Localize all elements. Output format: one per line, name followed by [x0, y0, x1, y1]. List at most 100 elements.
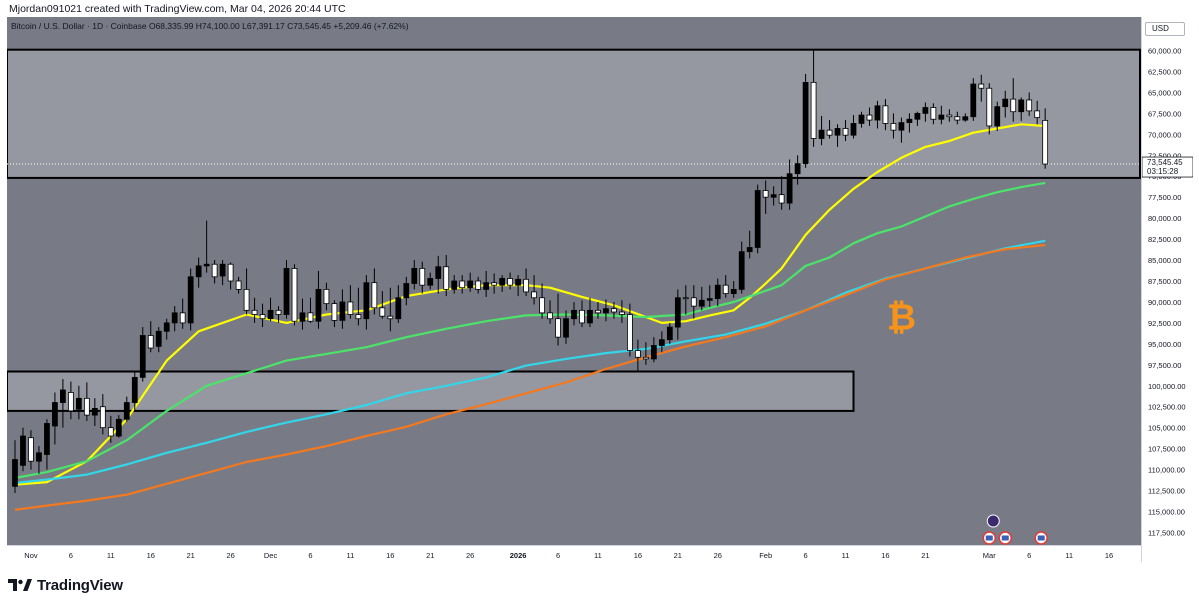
candle-body	[363, 282, 370, 320]
candle-body	[139, 335, 146, 378]
candle	[163, 318, 170, 340]
candle	[315, 270, 322, 329]
candle	[323, 282, 330, 311]
candle	[12, 440, 18, 494]
price-tick: 62,500.00	[1148, 67, 1181, 76]
candle-body	[571, 309, 577, 320]
candle-body	[227, 263, 234, 282]
candle-body	[1002, 98, 1009, 108]
candle-body	[786, 173, 793, 204]
price-tick: 110,000.00	[1148, 466, 1185, 475]
candle-body	[762, 190, 769, 198]
candle	[211, 260, 218, 284]
candle	[459, 275, 466, 294]
moving-average-1	[14, 181, 1046, 480]
candle	[131, 371, 138, 411]
countdown-value: 03:15:28	[1147, 167, 1179, 176]
candle-body	[986, 87, 993, 127]
price-tick: 65,000.00	[1148, 88, 1181, 97]
event-marker-flag	[1037, 535, 1045, 541]
candle-body	[243, 288, 250, 311]
open-label: O	[148, 21, 156, 31]
candle	[794, 155, 801, 185]
candle	[539, 283, 545, 319]
candle-body	[611, 308, 617, 313]
candle	[1034, 100, 1041, 125]
candle	[307, 297, 314, 323]
price-tick: 82,500.00	[1148, 235, 1181, 244]
candle	[451, 275, 458, 294]
candle-body	[36, 452, 42, 462]
tradingview-logo: TradingView	[8, 573, 123, 597]
candle	[267, 297, 274, 322]
candle-body	[251, 309, 258, 315]
candle	[627, 303, 633, 357]
candle	[619, 300, 625, 323]
candle-body	[555, 318, 561, 338]
time-tick: 6	[69, 551, 73, 560]
time-tick: 16	[147, 551, 155, 560]
candle-body	[131, 376, 138, 403]
candlestick-chart[interactable]: ₿	[7, 17, 1141, 545]
candle	[650, 337, 657, 363]
candle-body	[531, 291, 537, 299]
candle	[834, 124, 841, 147]
time-axis[interactable]: Nov 6 11 16 21 26 Dec 6 11 16 21 26 2026 6 11 16 21 26 Feb…	[7, 545, 1141, 562]
time-tick: 16	[881, 551, 889, 560]
candle	[563, 310, 569, 344]
candle	[363, 275, 370, 330]
candle	[235, 276, 242, 294]
candle-body	[275, 309, 282, 315]
candle-body	[211, 263, 218, 278]
time-tick: 6	[308, 551, 312, 560]
time-tick: 16	[1105, 551, 1113, 560]
flag-icon-3	[1034, 531, 1048, 545]
candle	[978, 74, 985, 102]
candle-body	[954, 116, 961, 121]
candle-body	[579, 309, 585, 324]
candle-body	[938, 114, 945, 120]
candle-body	[962, 116, 969, 121]
candle-body	[1034, 110, 1041, 118]
high-label: H	[195, 21, 202, 31]
currency-button[interactable]: USD	[1145, 22, 1185, 36]
candle	[139, 327, 146, 382]
candle	[1002, 90, 1009, 118]
candle-body	[28, 437, 34, 462]
candle-body	[12, 459, 18, 487]
candle	[499, 275, 506, 292]
candle-body	[291, 268, 298, 322]
open-value: 68,335.99	[155, 21, 194, 31]
chart-pane[interactable]: ₿	[7, 17, 1141, 562]
candle	[595, 301, 601, 319]
candle	[858, 111, 865, 128]
flag-icon-2	[998, 531, 1012, 545]
candle	[690, 285, 697, 319]
rocket-icon	[986, 514, 1000, 528]
time-tick: 11	[107, 551, 115, 560]
candle-body	[714, 284, 721, 300]
candle-body	[842, 128, 849, 136]
candle	[331, 300, 338, 328]
candle	[403, 276, 410, 306]
candle-body	[547, 312, 553, 320]
change-value: +5,209.46 (+7.62%)	[333, 21, 409, 31]
candle-body	[826, 129, 833, 136]
price-tick: 85,000.00	[1148, 256, 1181, 265]
candle-body	[1042, 119, 1049, 165]
candle	[738, 241, 745, 294]
candle-body	[523, 278, 529, 293]
price-axis[interactable]: 57,500.0060,000.0062,500.0065,000.0067,5…	[1141, 17, 1193, 562]
price-tick: 117,500.00	[1148, 528, 1185, 537]
candle	[467, 272, 474, 292]
candle	[435, 255, 442, 294]
candle	[75, 385, 82, 420]
price-tick: 97,500.00	[1148, 361, 1181, 370]
candle-body	[299, 312, 306, 322]
time-tick: Mar	[983, 551, 996, 560]
candle-body	[539, 297, 545, 314]
candle	[475, 276, 482, 294]
candle	[770, 186, 777, 206]
candle	[906, 113, 913, 133]
